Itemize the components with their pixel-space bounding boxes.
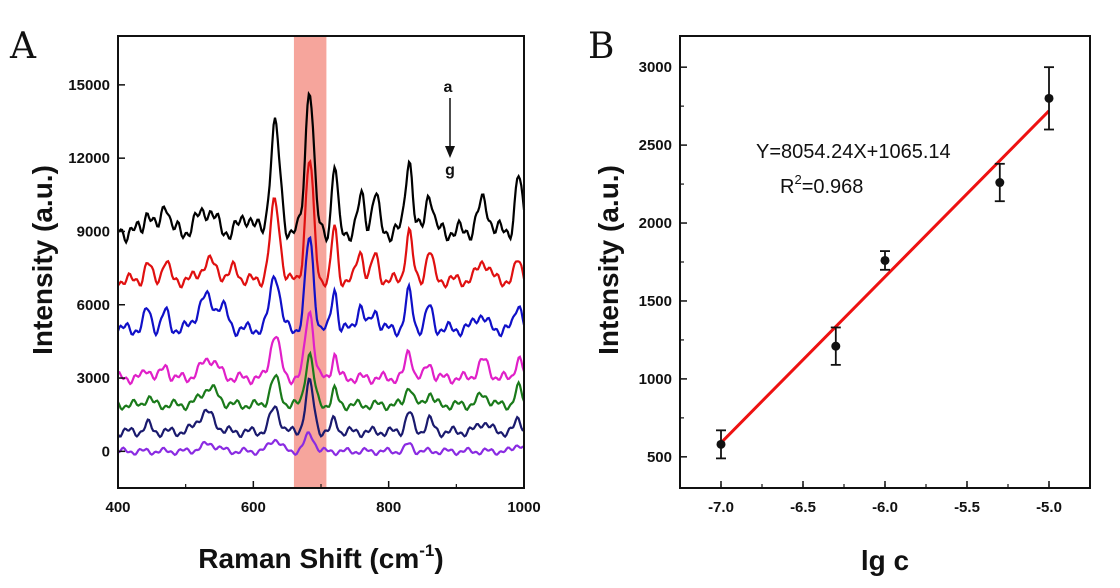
spectrum-c <box>116 235 526 338</box>
data-point <box>995 178 1005 188</box>
r-squared: R2=0.968 <box>780 172 863 198</box>
spectrum-e <box>116 350 526 412</box>
y-axis-title-b: Intensity (a.u.) <box>593 165 624 355</box>
x-tick-label-b: -7.0 <box>708 499 734 516</box>
x-tick-label-a: 800 <box>376 499 401 516</box>
y-tick-label-b: 1000 <box>639 371 672 388</box>
data-point <box>716 439 726 449</box>
spectrum-a <box>117 90 526 245</box>
y-axis-title-a: Intensity (a.u.) <box>27 165 58 355</box>
panel-a-raman-spectra: A 400 600 800 1000 0 3000 6000 9000 12000 15000 a… <box>9 26 541 574</box>
x-tick-label-b: -5.0 <box>1036 499 1062 516</box>
arrow-top-label: a <box>444 79 453 96</box>
y-tick-label-b: 3000 <box>639 59 672 76</box>
x-tick-label-a: 400 <box>105 499 130 516</box>
panel-letter-a: A <box>9 26 37 67</box>
x-tick-label-a: 1000 <box>507 499 540 516</box>
data-point <box>1044 93 1054 103</box>
arrow-bottom-label: g <box>445 162 455 179</box>
y-tick-label-a: 6000 <box>77 297 110 314</box>
y-tick-label-b: 500 <box>647 449 672 466</box>
spectrum-d <box>117 309 526 386</box>
fit-equation: Y=8054.24X+1065.14 <box>756 141 951 163</box>
x-tick-label-b: -5.5 <box>954 499 980 516</box>
y-tick-label-b: 2000 <box>639 215 672 232</box>
x-axis-title-b: lg c <box>861 545 909 576</box>
y-tick-label-a: 0 <box>102 443 110 460</box>
series-order-arrow: a g <box>444 79 455 179</box>
data-point <box>831 341 841 351</box>
highlight-band <box>293 36 327 488</box>
y-tick-label-a: 3000 <box>77 370 110 387</box>
y-tick-label-b: 1500 <box>639 293 672 310</box>
spectrum-f <box>117 377 525 439</box>
y-tick-label-a: 15000 <box>68 77 110 94</box>
panel-b-calibration: B -7.0 -6.5 -6.0 -5.5 -5.0 500 1000 1500 2000 250… <box>588 26 1091 576</box>
panel-letter-b: B <box>588 26 614 67</box>
x-tick-label-a: 600 <box>241 499 266 516</box>
spectrum-g <box>117 431 525 457</box>
y-tick-label-b: 2500 <box>639 137 672 154</box>
x-tick-label-b: -6.5 <box>790 499 816 516</box>
y-tick-label-a: 12000 <box>68 150 110 167</box>
arrow-head <box>445 146 455 158</box>
data-point <box>880 255 890 265</box>
spectrum-b <box>117 158 526 290</box>
y-tick-label-a: 9000 <box>77 223 110 240</box>
x-axis-title-a: Raman Shift (cm-1) <box>198 541 443 574</box>
fit-line <box>719 109 1051 444</box>
x-tick-label-b: -6.0 <box>872 499 898 516</box>
